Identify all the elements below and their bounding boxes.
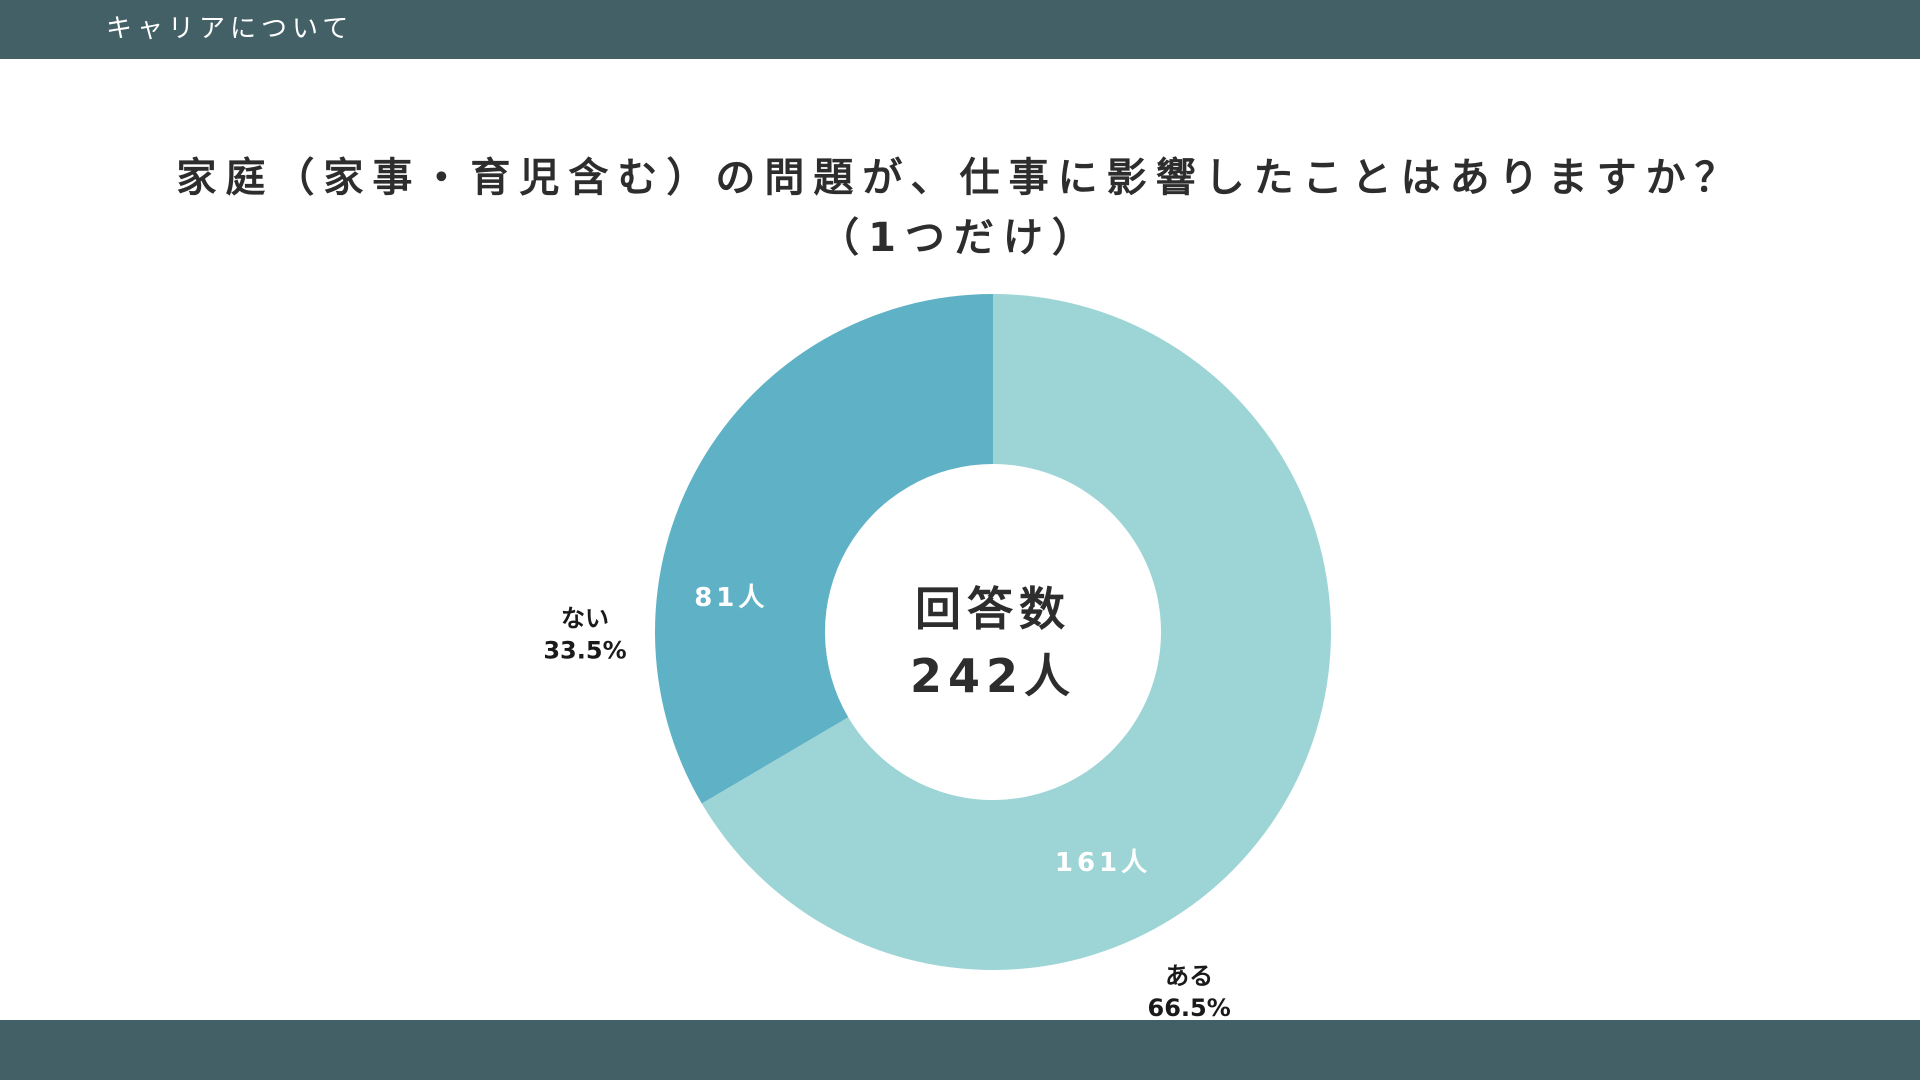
slices-layer [655,294,1331,970]
slice-yes-value-label: 161人 [1055,848,1151,878]
slice-yes-percent-label: 66.5% [1148,994,1231,1022]
center-label-total: 242人 [910,649,1076,703]
section-title: キャリアについて [106,14,354,44]
slice-no [655,294,993,804]
chart-title-block: 家庭（家事・育児含む）の問題が、仕事に影響したことはありますか？ （1つだけ） [0,148,1920,268]
top-bar: キャリアについて [0,0,1920,59]
bottom-bar [0,1020,1920,1080]
chart-subtitle: （1つだけ） [819,215,1101,261]
slice-no-percent-label: 33.5% [543,636,626,664]
slice-yes-category-label: ある [1165,962,1213,990]
chart-title: 家庭（家事・育児含む）の問題が、仕事に影響したことはありますか？ [176,155,1744,201]
slice-no-value-label: 81人 [694,583,768,613]
center-label-title: 回答数 [915,582,1071,636]
slice-no-category-label: ない [561,604,609,632]
slice-yes [701,294,1331,970]
